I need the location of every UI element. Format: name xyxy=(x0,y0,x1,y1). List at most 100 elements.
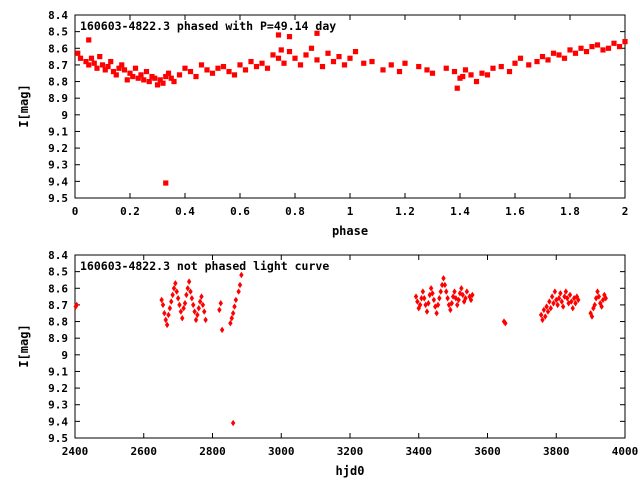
phased-data-point xyxy=(526,62,532,68)
unphased-data-point xyxy=(424,308,430,315)
phased-data-point xyxy=(578,45,584,51)
unphased-data-point xyxy=(189,295,195,302)
unphased-data-point xyxy=(182,300,188,307)
unphased-data-point xyxy=(232,303,237,310)
phased-data-point xyxy=(616,44,623,50)
phased-ticks: 0 0.2 0.4 0.6 0.8 1 1.2 1.4 1.6 1.8 2 8.4 8.5 8.6 8.7 8… xyxy=(48,9,628,218)
phased-y-axis-label: I[mag] xyxy=(17,84,31,127)
unphased-y-axis-label: I[mag] xyxy=(17,324,31,367)
unphased-data-point xyxy=(599,303,604,310)
unphased-y-tick-label: 8.8 xyxy=(48,316,68,329)
phased-data-point xyxy=(451,68,458,75)
unphased-data-point xyxy=(444,288,449,295)
phased-data-point xyxy=(512,60,518,66)
phased-data-point xyxy=(352,49,359,55)
unphased-data-point xyxy=(422,295,427,302)
unphased-data-point xyxy=(197,298,203,305)
phased-data-point xyxy=(314,57,320,63)
phased-data-point xyxy=(113,72,119,78)
phased-data-point xyxy=(622,39,628,45)
phased-data-point xyxy=(152,75,158,81)
phased-data-point xyxy=(275,32,282,38)
phased-data-point xyxy=(545,57,551,63)
phased-data-point xyxy=(539,53,546,60)
unphased-data-point xyxy=(456,296,461,304)
phased-data-point xyxy=(77,55,84,61)
phased-data-point xyxy=(270,52,276,58)
unphased-data-point xyxy=(186,278,192,285)
phased-data-point xyxy=(319,63,326,70)
unphased-data-point xyxy=(177,301,182,309)
unphased-data-point xyxy=(180,315,185,322)
unphased-data-point xyxy=(230,419,236,427)
phased-data-point xyxy=(135,75,141,81)
phased-data-point xyxy=(443,65,449,71)
unphased-data-point xyxy=(202,308,207,315)
unphased-x-tick-label: 3000 xyxy=(268,445,295,458)
unphased-data-point xyxy=(233,296,239,304)
unphased-data-point xyxy=(164,321,170,329)
phased-y-tick-label: 8.6 xyxy=(48,42,68,55)
unphased-data-point xyxy=(448,306,453,314)
unphased-data-point xyxy=(426,300,431,307)
phased-data-point xyxy=(473,78,480,85)
phased-data-point xyxy=(116,65,122,71)
unphased-data-point xyxy=(570,305,575,312)
unphased-data-point xyxy=(178,308,184,315)
unphased-data-point xyxy=(459,285,464,292)
unphased-y-tick-label: 9.5 xyxy=(48,432,68,445)
phased-data-point xyxy=(424,67,430,73)
phased-chart: 160603-4822.3 phased with P=49.14 day ph… xyxy=(17,9,628,238)
unphased-data-point xyxy=(239,271,244,279)
unphased-data-point xyxy=(595,288,600,295)
unphased-data-point xyxy=(435,301,441,309)
unphased-y-tick-label: 9.1 xyxy=(48,365,68,378)
phased-data-point xyxy=(594,42,601,48)
phased-data-point xyxy=(457,75,463,81)
phased-data-point xyxy=(86,37,92,43)
phased-plot-frame xyxy=(74,14,626,199)
unphased-data-point xyxy=(200,301,206,309)
unphased-data-point xyxy=(173,280,178,287)
phased-data-point xyxy=(108,58,114,65)
phased-data-point xyxy=(141,77,147,83)
unphased-data-point xyxy=(544,303,549,310)
unphased-data-point xyxy=(560,303,566,310)
unphased-data-point xyxy=(170,291,175,299)
unphased-data-point xyxy=(603,295,608,302)
phased-data-point xyxy=(454,85,460,91)
unphased-data-point xyxy=(171,285,177,292)
unphased-x-tick-label: 3800 xyxy=(543,445,570,458)
phased-data-point xyxy=(237,62,243,68)
phased-data-point xyxy=(589,44,595,50)
phased-x-tick-label: 0 xyxy=(72,205,79,218)
phased-data-point xyxy=(292,55,298,61)
unphased-data-point xyxy=(547,298,552,305)
phased-data-point xyxy=(91,60,97,66)
phased-data-point xyxy=(556,52,562,58)
unphased-data-point xyxy=(192,308,197,315)
phased-data-point xyxy=(182,65,188,71)
phased-y-tick-label: 8.8 xyxy=(48,76,68,89)
phased-data-point xyxy=(330,58,337,65)
unphased-data-point xyxy=(184,291,189,299)
phased-data-point xyxy=(83,58,89,65)
phased-data-point xyxy=(165,70,172,76)
phased-data-point xyxy=(160,80,166,86)
phased-data-point xyxy=(380,67,386,73)
unphased-data-point xyxy=(463,295,468,302)
unphased-data-point xyxy=(160,301,166,309)
phased-data-point xyxy=(460,73,466,80)
unphased-data-point xyxy=(439,281,445,289)
unphased-x-tick-label: 2600 xyxy=(131,445,158,458)
phased-data-point xyxy=(143,68,150,75)
phased-data-point xyxy=(154,82,161,88)
phased-y-tick-label: 8.9 xyxy=(48,92,68,105)
unphased-data-point xyxy=(415,298,420,305)
unphased-data-point xyxy=(543,313,548,320)
phased-y-tick-label: 9.2 xyxy=(48,142,68,155)
unphased-data-point xyxy=(167,305,173,312)
phased-data-point xyxy=(275,55,282,61)
phased-data-point xyxy=(600,47,606,53)
